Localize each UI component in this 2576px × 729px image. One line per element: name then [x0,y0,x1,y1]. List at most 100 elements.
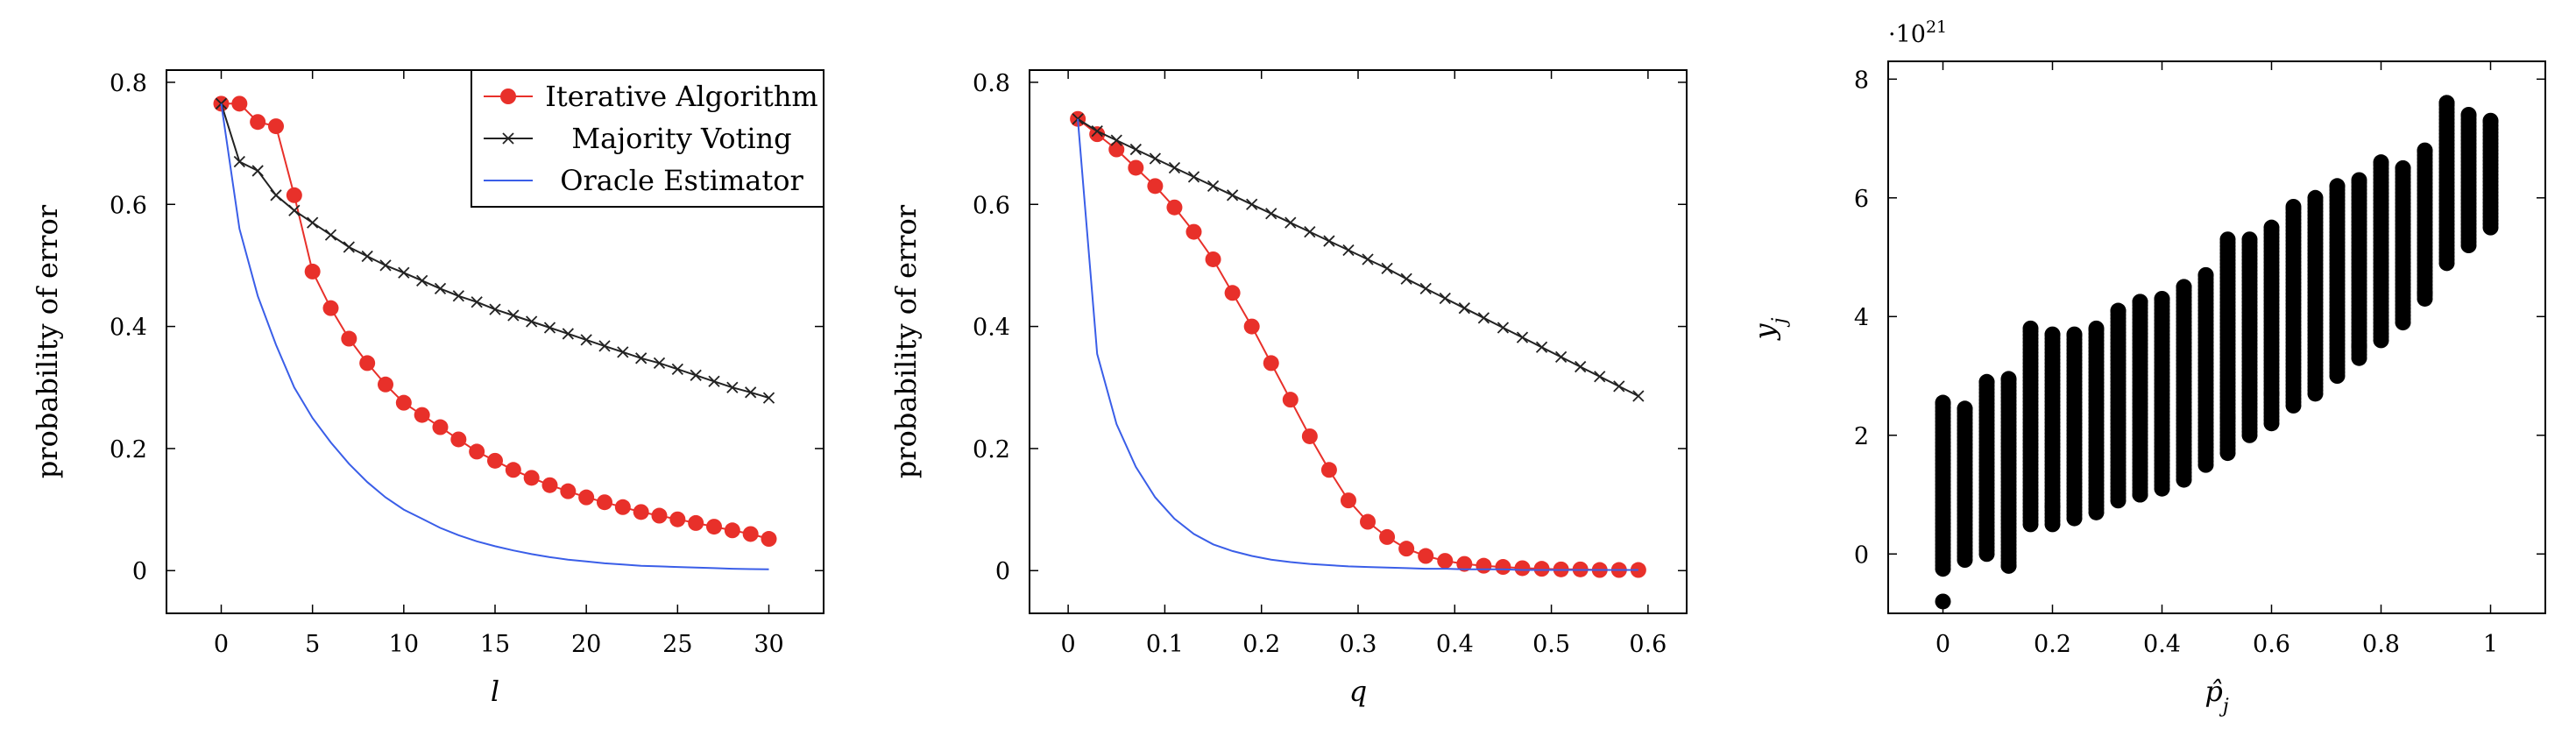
point-majority-voting [1342,244,1355,257]
point-iterative-algorithm [304,263,321,280]
x-tick-label: 20 [571,631,601,658]
point-iterative-algorithm [560,483,577,499]
point-majority-voting [416,274,428,287]
scatter-point [2088,320,2105,336]
scatter-point [2000,557,2017,574]
series-line-oracle-estimator [220,103,769,570]
point-iterative-algorithm [578,489,595,506]
scatter-point [2329,178,2346,195]
point-iterative-algorithm [1166,199,1183,216]
x-tick-label: 0.2 [1242,631,1280,658]
point-majority-voting [1439,292,1451,305]
x-tick-label: 0 [214,631,229,658]
point-iterative-algorithm [1282,392,1299,408]
scatter-point [2066,326,2083,343]
scatter-point [2351,338,2367,355]
point-majority-voting [580,334,592,346]
point-majority-voting [726,381,739,393]
point-iterative-algorithm [724,522,740,539]
scatter-point [1978,373,1995,390]
legend-marker-iterative-algorithm [500,88,516,104]
point-majority-voting [1246,198,1258,210]
scatter-point [2022,320,2039,336]
scatter-point [2395,159,2411,176]
point-iterative-algorithm [614,499,631,515]
scatter-point [2417,285,2433,301]
point-iterative-algorithm [1360,513,1376,530]
point-majority-voting [1284,216,1297,229]
point-iterative-algorithm [651,507,668,524]
point-majority-voting [1594,371,1606,383]
y-tick-label: 6 [1854,186,1869,213]
point-majority-voting [1207,180,1220,192]
point-iterative-algorithm [1205,251,1221,267]
scatter-point [2417,142,2433,159]
chart-error-vs-q: 0 0.1 0.2 0.3 0.4 0.5 0.6 0 0.2 0.4 0.6 0.8 q probabi… [889,69,1688,708]
scatter-point [2482,112,2499,129]
y-axis-label: yj [1748,317,1791,341]
y-tick-label: 0.2 [973,436,1010,464]
y-axis-multiplier: ·1021 [1888,18,1947,48]
point-iterative-algorithm [1128,159,1144,176]
point-majority-voting [1091,125,1103,138]
point-majority-voting [1632,390,1645,402]
point-majority-voting [562,328,574,340]
x-tick-label: 0.6 [1629,631,1667,658]
point-majority-voting [708,375,720,387]
scatter-point [2307,189,2324,206]
point-iterative-algorithm [414,407,430,423]
point-iterative-algorithm [231,96,248,112]
point-iterative-algorithm [761,531,777,548]
scatter-point [1935,593,1951,610]
point-majority-voting [471,296,483,308]
point-majority-voting [1554,350,1568,364]
point-iterative-algorithm [597,494,612,511]
point-majority-voting [452,290,464,302]
y-tick-label: 0.6 [973,192,1010,219]
point-majority-voting [1304,225,1316,238]
y-tick-label: 0.6 [110,192,147,219]
x-tick-label: 0.2 [2034,631,2071,658]
scatter-point [2285,198,2302,215]
point-majority-voting [1168,161,1181,174]
point-majority-voting [1129,143,1142,156]
chart-error-vs-l: 0 5 10 15 20 25 30 0 0.2 0.4 0.6 0.8 l probability of… [31,69,824,708]
point-iterative-algorithm [359,355,376,372]
point-iterative-algorithm [505,462,521,478]
point-majority-voting [489,303,501,315]
scatter-point [2132,486,2148,503]
scatter-point [2044,499,2061,515]
y-tick-label: 0.8 [973,70,1010,97]
point-iterative-algorithm [1418,548,1434,564]
point-majority-voting [1477,312,1490,324]
point-iterative-algorithm [1398,541,1415,557]
scatter-point [1935,394,1951,411]
point-iterative-algorithm [541,477,558,493]
point-majority-voting [635,352,648,364]
point-iterative-algorithm [1089,126,1106,143]
point-majority-voting [1419,282,1432,295]
point-majority-voting [598,340,611,352]
point-iterative-algorithm [688,514,704,531]
point-majority-voting [434,282,447,295]
y-tick-label: 2 [1854,423,1869,450]
x-axis-label: p̂j [2204,675,2228,718]
point-majority-voting [1149,152,1162,165]
scatter-point [2351,172,2367,188]
point-majority-voting [543,322,556,334]
point-iterative-algorithm [1437,553,1454,570]
point-iterative-algorithm [633,504,649,520]
x-tick-label: 10 [389,631,419,658]
point-majority-voting [1265,208,1277,220]
point-iterative-algorithm [286,187,302,203]
point-iterative-algorithm [669,511,686,527]
point-iterative-algorithm [1185,223,1202,240]
scatter-point [2197,266,2214,283]
point-iterative-algorithm [1301,428,1318,444]
x-tick-label: 0 [1061,631,1076,658]
scatter-point [2373,154,2389,171]
x-tick-label: 0 [1936,631,1950,658]
scatter-point [2263,219,2280,236]
series-line-majority-voting [1077,117,1639,397]
scatter-point [2438,95,2455,111]
